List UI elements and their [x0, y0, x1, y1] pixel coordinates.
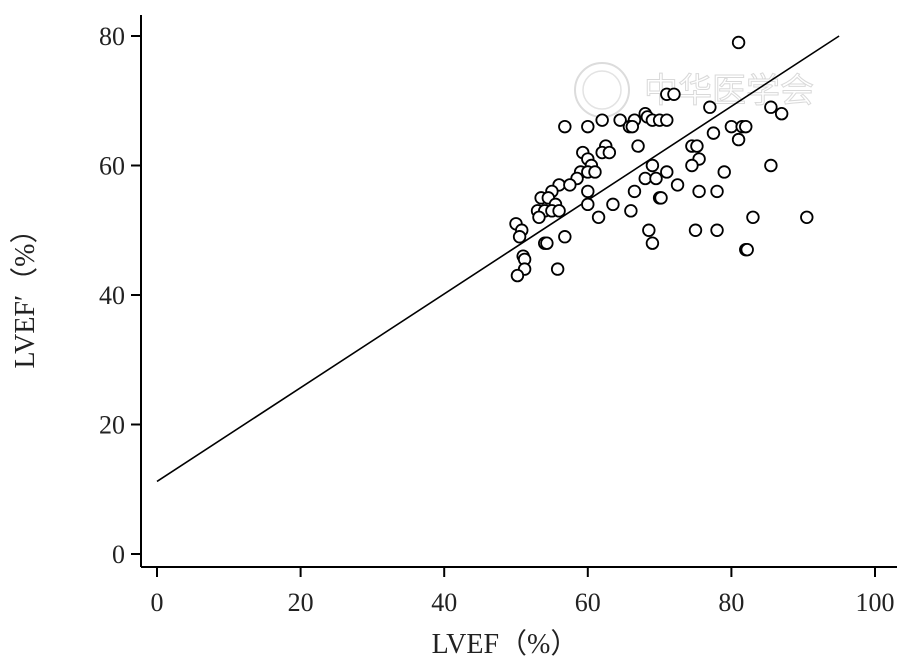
data-point: [581, 197, 595, 212]
data-point: [764, 100, 778, 114]
data-point: [710, 223, 724, 237]
x-axis-title: LVEF（%）: [432, 628, 579, 660]
y-tick-label: 0: [112, 540, 125, 569]
data-point: [690, 139, 704, 153]
data-point: [631, 139, 645, 153]
data-point: [731, 132, 746, 147]
watermark-seal-inner-icon: [582, 70, 622, 110]
y-tick-label: 80: [99, 22, 125, 51]
y-tick-label: 40: [99, 281, 125, 310]
data-point: [550, 262, 565, 276]
y-axis-ticks: 0 20 40 60 80: [99, 22, 141, 569]
data-point: [685, 158, 699, 173]
data-point: [532, 210, 546, 225]
data-point: [654, 191, 668, 205]
x-tick-label: 80: [718, 588, 744, 617]
x-tick-label: 60: [575, 588, 601, 617]
data-point: [613, 113, 627, 127]
regression-line: [156, 35, 840, 483]
data-point: [703, 100, 717, 114]
y-tick-label: 20: [99, 411, 125, 440]
data-point: [558, 119, 572, 134]
data-point: [595, 113, 609, 127]
data-point: [642, 223, 656, 237]
data-point: [739, 119, 753, 134]
data-points: [509, 35, 814, 283]
x-tick-label: 100: [856, 588, 895, 617]
data-point: [667, 87, 681, 101]
data-point: [591, 210, 606, 225]
data-point: [627, 184, 642, 199]
data-point: [717, 165, 731, 179]
data-point: [706, 126, 721, 140]
data-point: [731, 35, 746, 50]
data-point: [638, 171, 652, 186]
data-point: [740, 242, 754, 257]
data-point: [724, 119, 739, 134]
data-point: [692, 184, 706, 199]
data-point: [602, 145, 617, 160]
data-point: [624, 204, 638, 218]
data-point: [581, 119, 595, 134]
data-point: [645, 158, 660, 173]
x-tick-label: 0: [151, 588, 164, 617]
data-point: [774, 106, 789, 121]
data-point: [688, 223, 703, 237]
data-point: [660, 165, 674, 179]
data-point: [510, 268, 525, 283]
y-tick-label: 60: [99, 152, 125, 181]
data-point: [649, 171, 663, 186]
data-point: [581, 184, 595, 199]
data-point: [512, 230, 527, 244]
x-tick-label: 40: [431, 588, 457, 617]
data-point: [660, 113, 674, 127]
data-point: [645, 236, 660, 250]
data-point: [558, 230, 572, 244]
y-axis-title: LVEF′（%）: [9, 216, 41, 369]
x-tick-label: 20: [288, 588, 314, 617]
x-axis-ticks: 0 20 40 60 80 100: [151, 567, 895, 617]
data-point: [625, 119, 640, 134]
data-point: [563, 178, 577, 192]
data-point: [764, 158, 778, 173]
data-point: [746, 210, 760, 225]
data-point: [552, 204, 566, 218]
data-point: [606, 197, 620, 212]
data-point: [800, 210, 814, 225]
data-point: [540, 236, 554, 250]
data-point: [588, 165, 602, 179]
data-point: [670, 178, 685, 192]
data-point: [710, 184, 724, 199]
